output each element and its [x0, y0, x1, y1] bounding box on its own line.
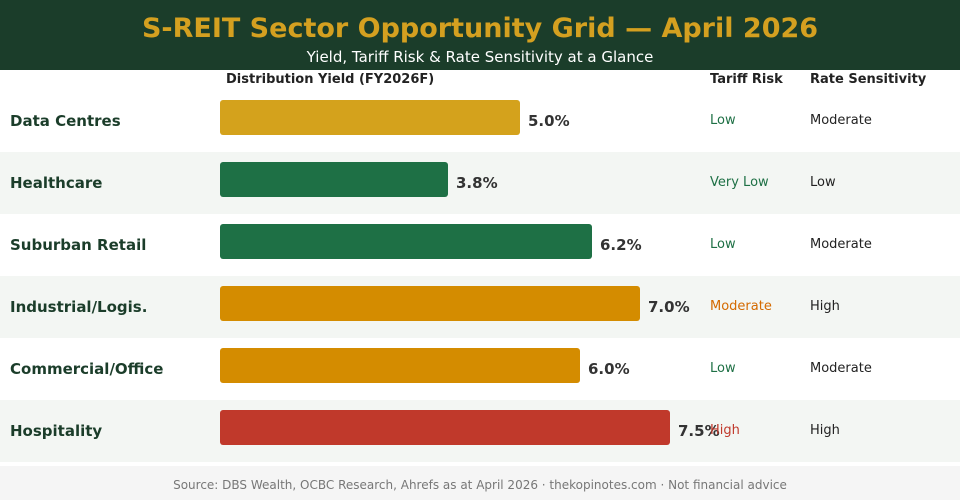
rate-sensitivity-value: Moderate	[810, 361, 872, 376]
yield-bar	[220, 286, 640, 321]
tariff-risk-value: Moderate	[710, 299, 772, 314]
rate-sensitivity-value: Low	[810, 175, 836, 190]
rate-sensitivity-value: High	[810, 299, 840, 314]
column-header-rate: Rate Sensitivity	[810, 72, 927, 87]
sector-row: Healthcare 3.8% Very Low Low	[0, 152, 960, 214]
sector-row: Suburban Retail 6.2% Low Moderate	[0, 214, 960, 276]
footer: Source: DBS Wealth, OCBC Research, Ahref…	[0, 466, 960, 500]
yield-value-label: 7.0%	[648, 298, 690, 316]
category-label: Healthcare	[10, 174, 103, 192]
yield-value-label: 6.2%	[600, 236, 642, 254]
sector-row: Hospitality 7.5% High High	[0, 400, 960, 462]
tariff-risk-value: Low	[710, 237, 736, 252]
tariff-risk-value: Low	[710, 113, 736, 128]
category-label: Industrial/Logis.	[10, 298, 148, 316]
sector-row: Commercial/Office 6.0% Low Moderate	[0, 338, 960, 400]
category-label: Hospitality	[10, 422, 103, 440]
rate-sensitivity-value: High	[810, 423, 840, 438]
yield-value-label: 7.5%	[678, 422, 720, 440]
chart-subtitle: Yield, Tariff Risk & Rate Sensitivity at…	[306, 48, 654, 66]
source-note: Source: DBS Wealth, OCBC Research, Ahref…	[173, 478, 787, 492]
yield-bar	[220, 348, 580, 383]
column-header-tariff: Tariff Risk	[710, 72, 783, 87]
rate-sensitivity-value: Moderate	[810, 237, 872, 252]
column-header-yield: Distribution Yield (FY2026F)	[226, 72, 435, 87]
category-label: Commercial/Office	[10, 360, 164, 378]
yield-value-label: 3.8%	[456, 174, 498, 192]
chart-title: S-REIT Sector Opportunity Grid — April 2…	[141, 13, 819, 44]
yield-bar	[220, 162, 448, 197]
tariff-risk-value: High	[710, 423, 740, 438]
yield-bar	[220, 100, 520, 135]
category-label: Data Centres	[10, 112, 121, 130]
yield-bar	[220, 410, 670, 445]
sector-row: Industrial/Logis. 7.0% Moderate High	[0, 276, 960, 338]
header-banner: S-REIT Sector Opportunity Grid — April 2…	[0, 0, 960, 70]
category-label: Suburban Retail	[10, 236, 147, 254]
rate-sensitivity-value: Moderate	[810, 113, 872, 128]
tariff-risk-value: Very Low	[710, 175, 769, 190]
yield-value-label: 6.0%	[588, 360, 630, 378]
sector-row: Data Centres 5.0% Low Moderate	[0, 90, 960, 152]
yield-value-label: 5.0%	[528, 112, 570, 130]
tariff-risk-value: Low	[710, 361, 736, 376]
yield-bar	[220, 224, 592, 259]
